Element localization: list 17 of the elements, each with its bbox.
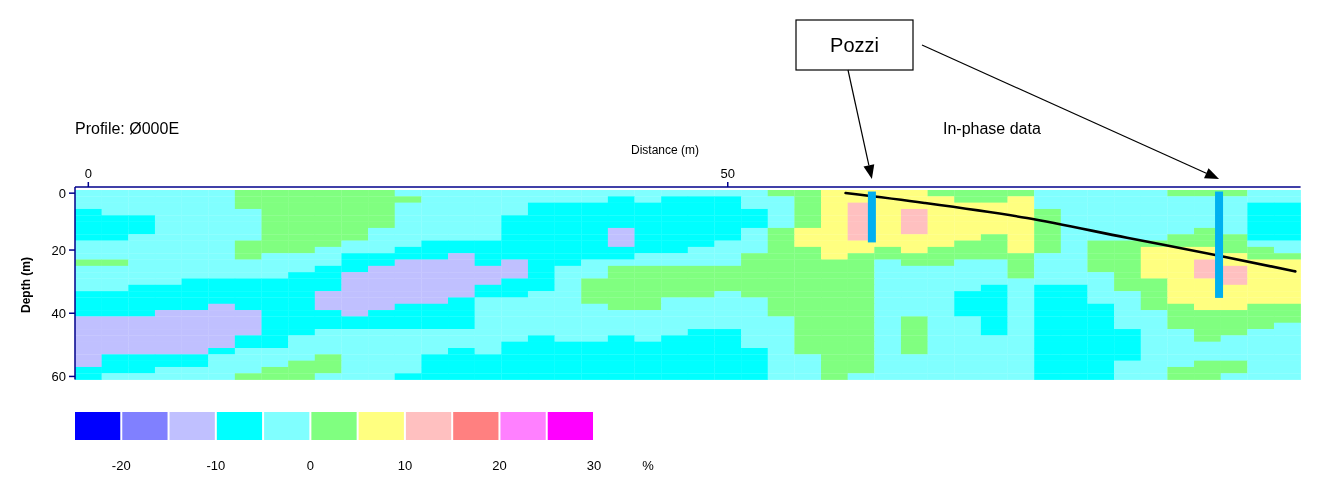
- color-bar-label: 0: [306, 458, 314, 473]
- chart-title: Profile: Ø000E: [75, 120, 180, 137]
- y-tick-label: 0: [58, 185, 66, 201]
- x-axis-title: Distance (m): [630, 143, 700, 157]
- y-tick-label: 20: [51, 242, 66, 258]
- color-bar-label: 30: [586, 458, 602, 473]
- x-tick-label: 50: [720, 166, 735, 181]
- color-bar-label: 10: [397, 458, 413, 473]
- y-tick-label: 60: [51, 368, 66, 384]
- y-tick-label: 40: [51, 305, 66, 321]
- color-bar-label: 20: [492, 458, 507, 473]
- y-axis-title: Depth (m): [19, 257, 33, 313]
- color-bar-label: -10: [206, 458, 226, 473]
- color-bar-title: %: [642, 458, 655, 473]
- text: Pozzi: [830, 34, 879, 56]
- color-bar-label: -20: [111, 458, 131, 473]
- chart-subtitle: In-phase data: [943, 120, 1041, 137]
